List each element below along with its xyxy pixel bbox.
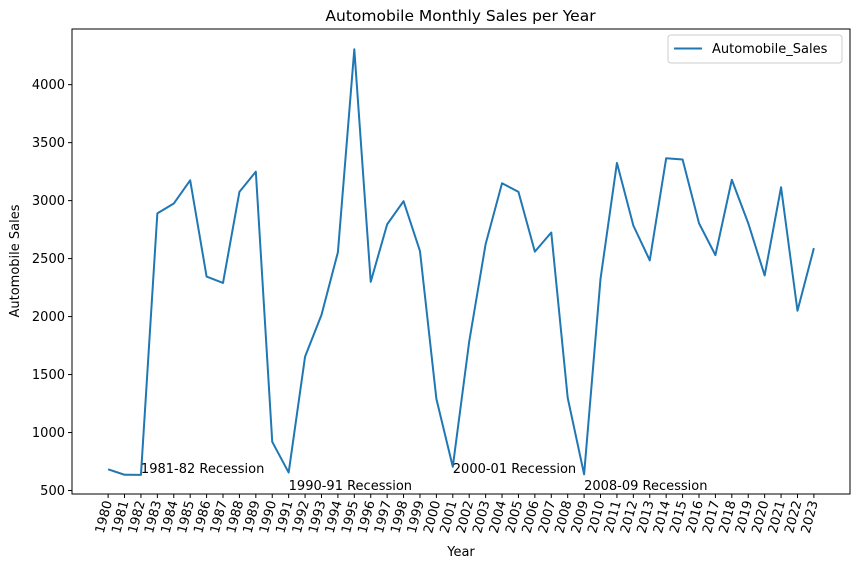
y-tick-label: 500 bbox=[40, 484, 65, 499]
y-axis-label: Automobile Sales bbox=[8, 204, 23, 317]
recession-annotation: 1990-91 Recession bbox=[289, 479, 412, 494]
y-tick-label: 1000 bbox=[32, 426, 65, 441]
y-tick-label: 2000 bbox=[32, 310, 65, 325]
series-group bbox=[107, 48, 815, 476]
annotations: 1981-82 Recession 1990-91 Recession 2000-0… bbox=[141, 462, 708, 494]
recession-annotation: 1981-82 Recession bbox=[141, 462, 264, 477]
x-axis: 1980198119821983198419851986198719881989… bbox=[93, 494, 822, 535]
y-tick-label: 1500 bbox=[32, 368, 65, 383]
series-line bbox=[107, 48, 815, 476]
y-axis: 500 1000 1500 2000 2500 3000 3500 4000 bbox=[32, 78, 72, 499]
recession-annotation: 2000-01 Recession bbox=[453, 462, 576, 477]
legend-box bbox=[667, 34, 843, 64]
y-tick-label: 4000 bbox=[32, 78, 65, 93]
chart-title: Automobile Monthly Sales per Year bbox=[325, 7, 596, 25]
x-axis-label: Year bbox=[446, 545, 475, 560]
y-tick-label: 2500 bbox=[32, 252, 65, 267]
legend-label: Automobile_Sales bbox=[712, 42, 828, 57]
recession-annotation: 2008-09 Recession bbox=[584, 479, 707, 494]
y-tick-label: 3000 bbox=[32, 194, 65, 209]
legend: Automobile_Sales bbox=[667, 34, 843, 64]
y-tick-label: 3500 bbox=[32, 136, 65, 151]
plot-area bbox=[71, 28, 851, 495]
